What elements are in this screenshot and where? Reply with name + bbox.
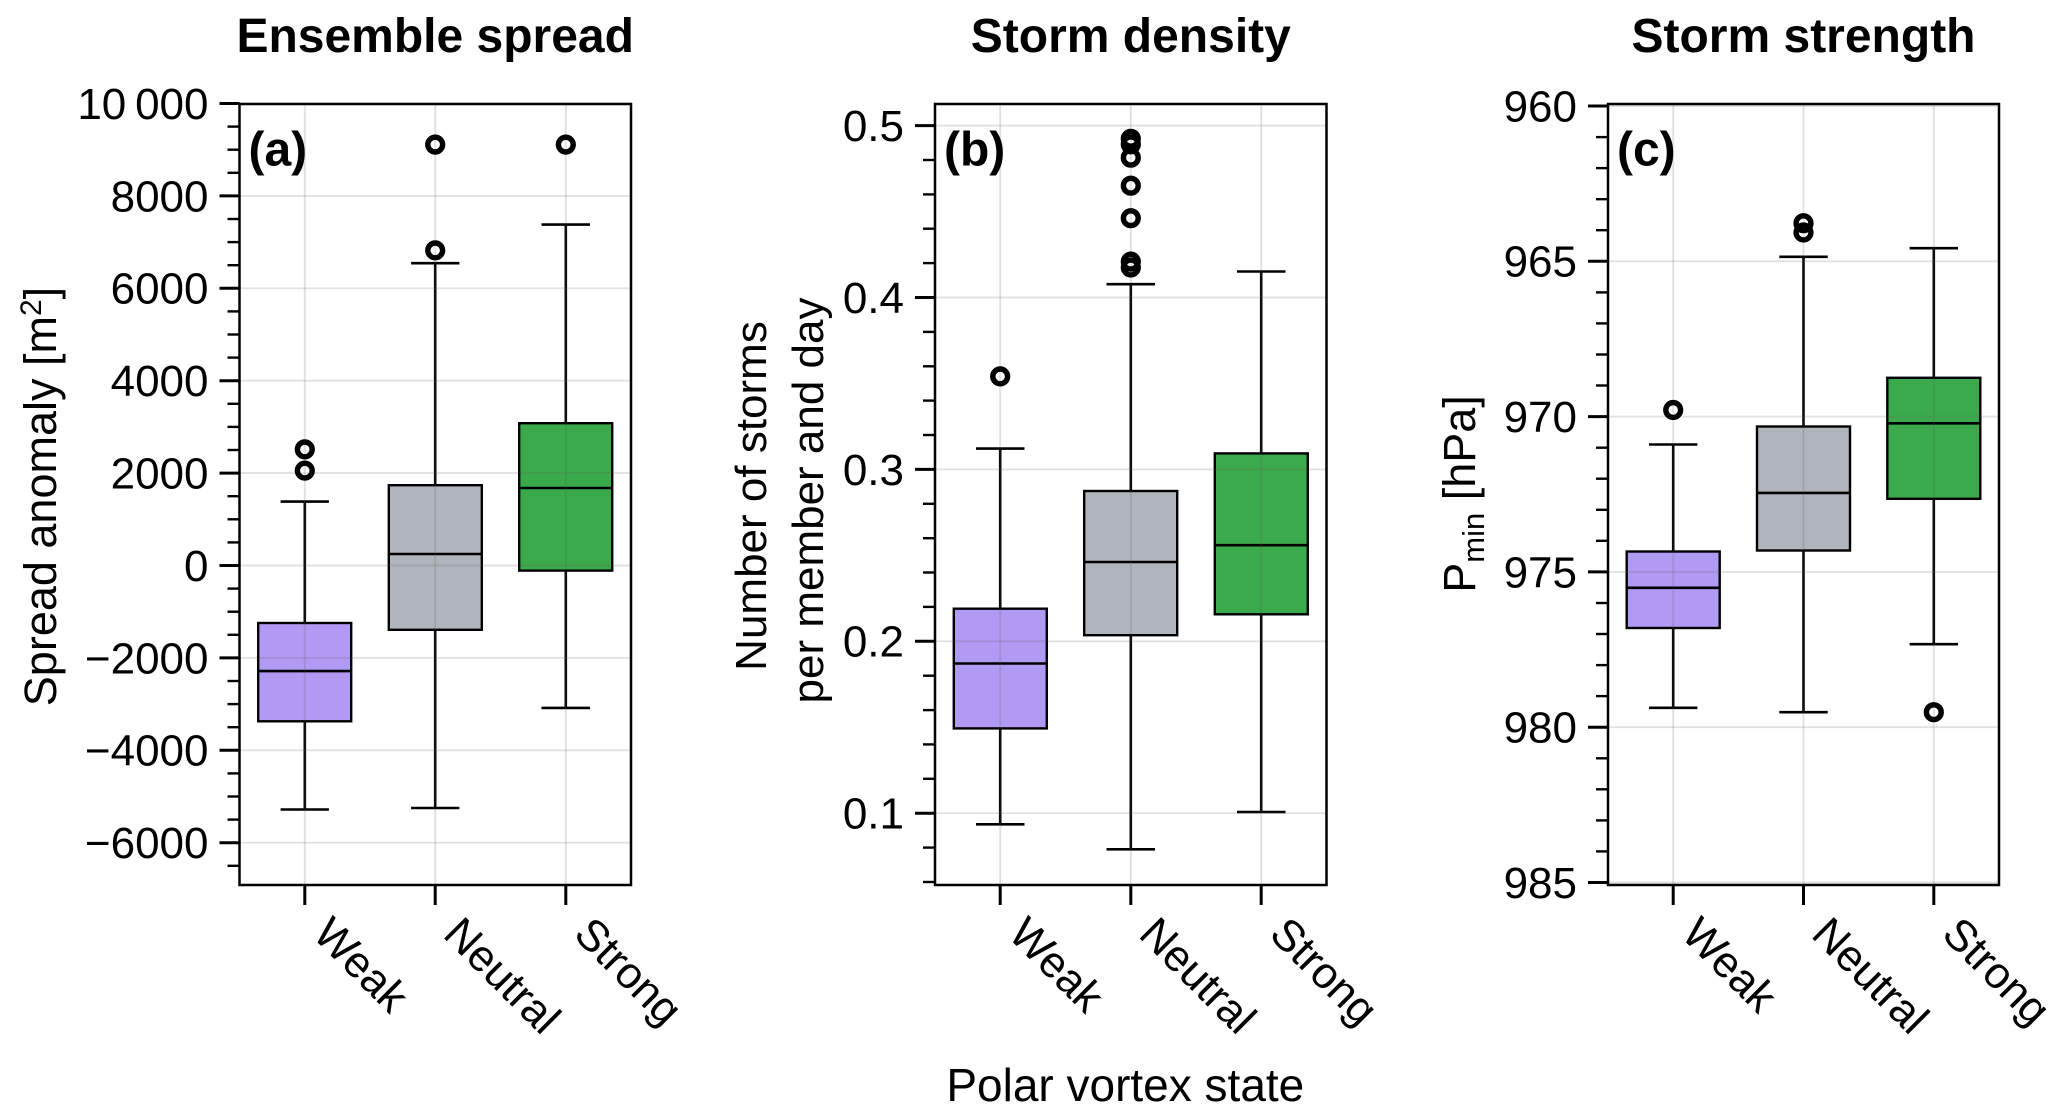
svg-text:Spread anomaly [m2]: Spread anomaly [m2]: [15, 287, 66, 706]
svg-text:−4000: −4000: [85, 727, 209, 776]
svg-text:965: 965: [1504, 238, 1577, 287]
svg-text:8000: 8000: [111, 172, 209, 221]
svg-text:−6000: −6000: [85, 819, 209, 868]
svg-text:970: 970: [1504, 393, 1577, 442]
svg-text:960: 960: [1504, 82, 1577, 131]
svg-text:−2000: −2000: [85, 634, 209, 683]
svg-text:0.4: 0.4: [843, 274, 904, 323]
svg-text:985: 985: [1504, 859, 1577, 908]
svg-text:(a): (a): [249, 124, 308, 177]
svg-text:0.5: 0.5: [843, 102, 904, 151]
svg-text:0.3: 0.3: [843, 446, 904, 495]
svg-text:Storm strength: Storm strength: [1631, 10, 1975, 63]
svg-text:0.1: 0.1: [843, 790, 904, 839]
svg-text:6000: 6000: [111, 265, 209, 314]
svg-text:10 000: 10 000: [77, 80, 208, 129]
svg-text:2000: 2000: [111, 450, 209, 499]
svg-text:0.2: 0.2: [843, 618, 904, 667]
svg-text:980: 980: [1504, 704, 1577, 753]
svg-text:Storm density: Storm density: [971, 10, 1291, 63]
svg-text:0: 0: [184, 542, 208, 591]
svg-text:Polar vortex state: Polar vortex state: [946, 1059, 1304, 1111]
svg-text:4000: 4000: [111, 357, 209, 406]
svg-text:Ensemble spread: Ensemble spread: [236, 10, 634, 63]
svg-text:Number of storms: Number of storms: [727, 321, 776, 671]
svg-text:975: 975: [1504, 548, 1577, 597]
svg-text:per member and day: per member and day: [784, 298, 833, 704]
svg-text:Pmin [hPa]: Pmin [hPa]: [1434, 395, 1491, 593]
svg-text:(c): (c): [1617, 124, 1676, 177]
svg-text:(b): (b): [944, 124, 1005, 177]
